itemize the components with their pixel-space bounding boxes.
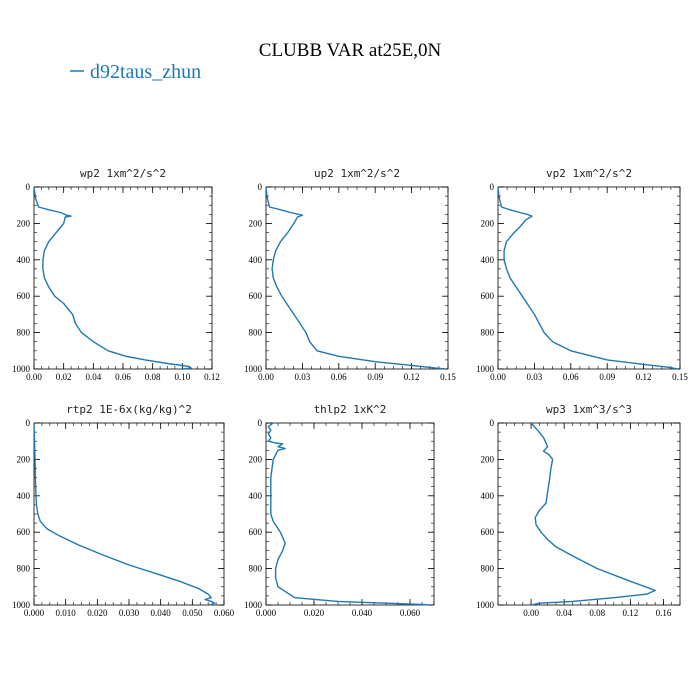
subplot-grid: wp2 1xm^2/s^2 0.00 0.02 0.04 0.06 0.08 0.10 0.1…	[12, 167, 688, 618]
plot-frame	[265, 422, 435, 606]
y-tick-label: 400	[481, 491, 495, 501]
subplot-3: vp2 1xm^2/s^2 0.00 0.03 0.06 0.09 0.12 0.15 0 20…	[476, 167, 688, 382]
subplot-title: up2 1xm^2/s^2	[314, 167, 400, 180]
y-tick-label: 600	[249, 527, 263, 537]
x-tick-label: 0.00	[490, 372, 506, 382]
y-tick-label: 1000	[12, 364, 31, 374]
y-tick-label: 0	[490, 182, 495, 192]
subplot-1: wp2 1xm^2/s^2 0.00 0.02 0.04 0.06 0.08 0.10 0.1…	[12, 167, 220, 382]
subplot-title: thlp2 1xK^2	[314, 403, 387, 416]
x-tick-label: 0.09	[599, 372, 615, 382]
x-tick-label: 0.15	[672, 372, 688, 382]
y-tick-label: 800	[249, 564, 263, 574]
x-tick-label: 0.040	[352, 608, 373, 618]
subplot-4: rtp2 1E-6x(kg/kg)^2 0.000 0.010 0.020 0.030 0…	[12, 403, 235, 618]
y-tick-label: 1000	[12, 600, 31, 610]
x-tick-label: 0.12	[404, 372, 420, 382]
x-tick-label: 0.16	[656, 608, 672, 618]
y-tick-label: 400	[17, 491, 31, 501]
y-tick-label: 800	[481, 564, 495, 574]
subplot-6: wp3 1xm^3/s^3 0.00 0.04 0.08 0.12 0.16 0 200 400…	[476, 403, 681, 618]
y-tick-label: 0	[258, 418, 263, 428]
y-tick-label: 800	[17, 564, 31, 574]
plot-frame	[497, 422, 681, 606]
x-tick-label: 0.020	[304, 608, 325, 618]
series-line	[33, 186, 192, 370]
y-tick-label: 200	[17, 218, 31, 228]
y-tick-label: 400	[481, 255, 495, 265]
x-tick-label: 0.030	[119, 608, 140, 618]
plot-frame	[265, 186, 449, 370]
y-tick-label: 200	[17, 454, 31, 464]
x-tick-label: 0.08	[589, 608, 605, 618]
y-tick-label: 600	[17, 291, 31, 301]
series-line	[530, 422, 656, 606]
x-tick-label: 0.00	[258, 372, 274, 382]
figure-title: CLUBB VAR at25E,0N	[259, 40, 442, 61]
plot-frame	[33, 186, 213, 370]
x-tick-label: 0.050	[182, 608, 203, 618]
y-tick-label: 800	[17, 328, 31, 338]
subplot-title: rtp2 1E-6x(kg/kg)^2	[66, 403, 192, 416]
series-line	[265, 186, 446, 370]
x-tick-label: 0.06	[331, 372, 347, 382]
x-tick-label: 0.04	[556, 608, 572, 618]
y-tick-label: 600	[17, 527, 31, 537]
y-tick-label: 800	[481, 328, 495, 338]
x-tick-label: 0.03	[527, 372, 543, 382]
subplot-5: thlp2 1xK^2 0.000 0.020 0.040 0.060 0 200 400 60…	[244, 403, 435, 618]
x-tick-label: 0.03	[295, 372, 311, 382]
y-tick-label: 0	[26, 182, 31, 192]
y-tick-label: 0	[490, 418, 495, 428]
y-tick-label: 200	[481, 218, 495, 228]
y-tick-label: 400	[249, 255, 263, 265]
x-tick-label: 0.12	[204, 372, 220, 382]
x-tick-label: 0.040	[151, 608, 172, 618]
x-tick-label: 0.020	[87, 608, 108, 618]
x-tick-label: 0.08	[145, 372, 161, 382]
series-line	[497, 186, 678, 370]
x-tick-label: 0.060	[400, 608, 421, 618]
y-tick-label: 200	[481, 454, 495, 464]
y-tick-label: 200	[249, 218, 263, 228]
x-tick-label: 0.06	[115, 372, 131, 382]
y-tick-label: 400	[249, 491, 263, 501]
x-tick-label: 0.10	[174, 372, 190, 382]
x-tick-label: 0.09	[367, 372, 383, 382]
y-tick-label: 800	[249, 328, 263, 338]
y-tick-label: 1000	[476, 600, 495, 610]
series-line	[267, 422, 430, 606]
y-tick-label: 0	[26, 418, 31, 428]
x-tick-label: 0.000	[256, 608, 277, 618]
legend-label: d92taus_zhun	[90, 61, 201, 83]
subplot-title: vp2 1xm^2/s^2	[546, 167, 632, 180]
series-line	[33, 422, 216, 606]
y-tick-label: 1000	[476, 364, 495, 374]
x-tick-label: 0.010	[56, 608, 77, 618]
x-tick-label: 0.060	[214, 608, 235, 618]
x-tick-label: 0.000	[24, 608, 45, 618]
y-tick-label: 1000	[244, 600, 263, 610]
plot-frame	[33, 422, 225, 606]
x-tick-label: 0.15	[440, 372, 456, 382]
x-tick-label: 0.00	[26, 372, 42, 382]
x-tick-label: 0.00	[523, 608, 539, 618]
subplot-title: wp3 1xm^3/s^3	[546, 403, 632, 416]
y-tick-label: 600	[249, 291, 263, 301]
x-tick-label: 0.12	[622, 608, 638, 618]
x-tick-label: 0.06	[563, 372, 579, 382]
y-tick-label: 600	[481, 291, 495, 301]
x-tick-label: 0.02	[56, 372, 72, 382]
y-tick-label: 400	[17, 255, 31, 265]
y-tick-label: 200	[249, 454, 263, 464]
y-tick-label: 600	[481, 527, 495, 537]
subplot-title: wp2 1xm^2/s^2	[80, 167, 166, 180]
subplot-2: up2 1xm^2/s^2 0.00 0.03 0.06 0.09 0.12 0.15 0 20…	[244, 167, 456, 382]
y-tick-label: 0	[258, 182, 263, 192]
y-tick-label: 1000	[244, 364, 263, 374]
x-tick-label: 0.12	[636, 372, 652, 382]
x-tick-label: 0.04	[85, 372, 101, 382]
